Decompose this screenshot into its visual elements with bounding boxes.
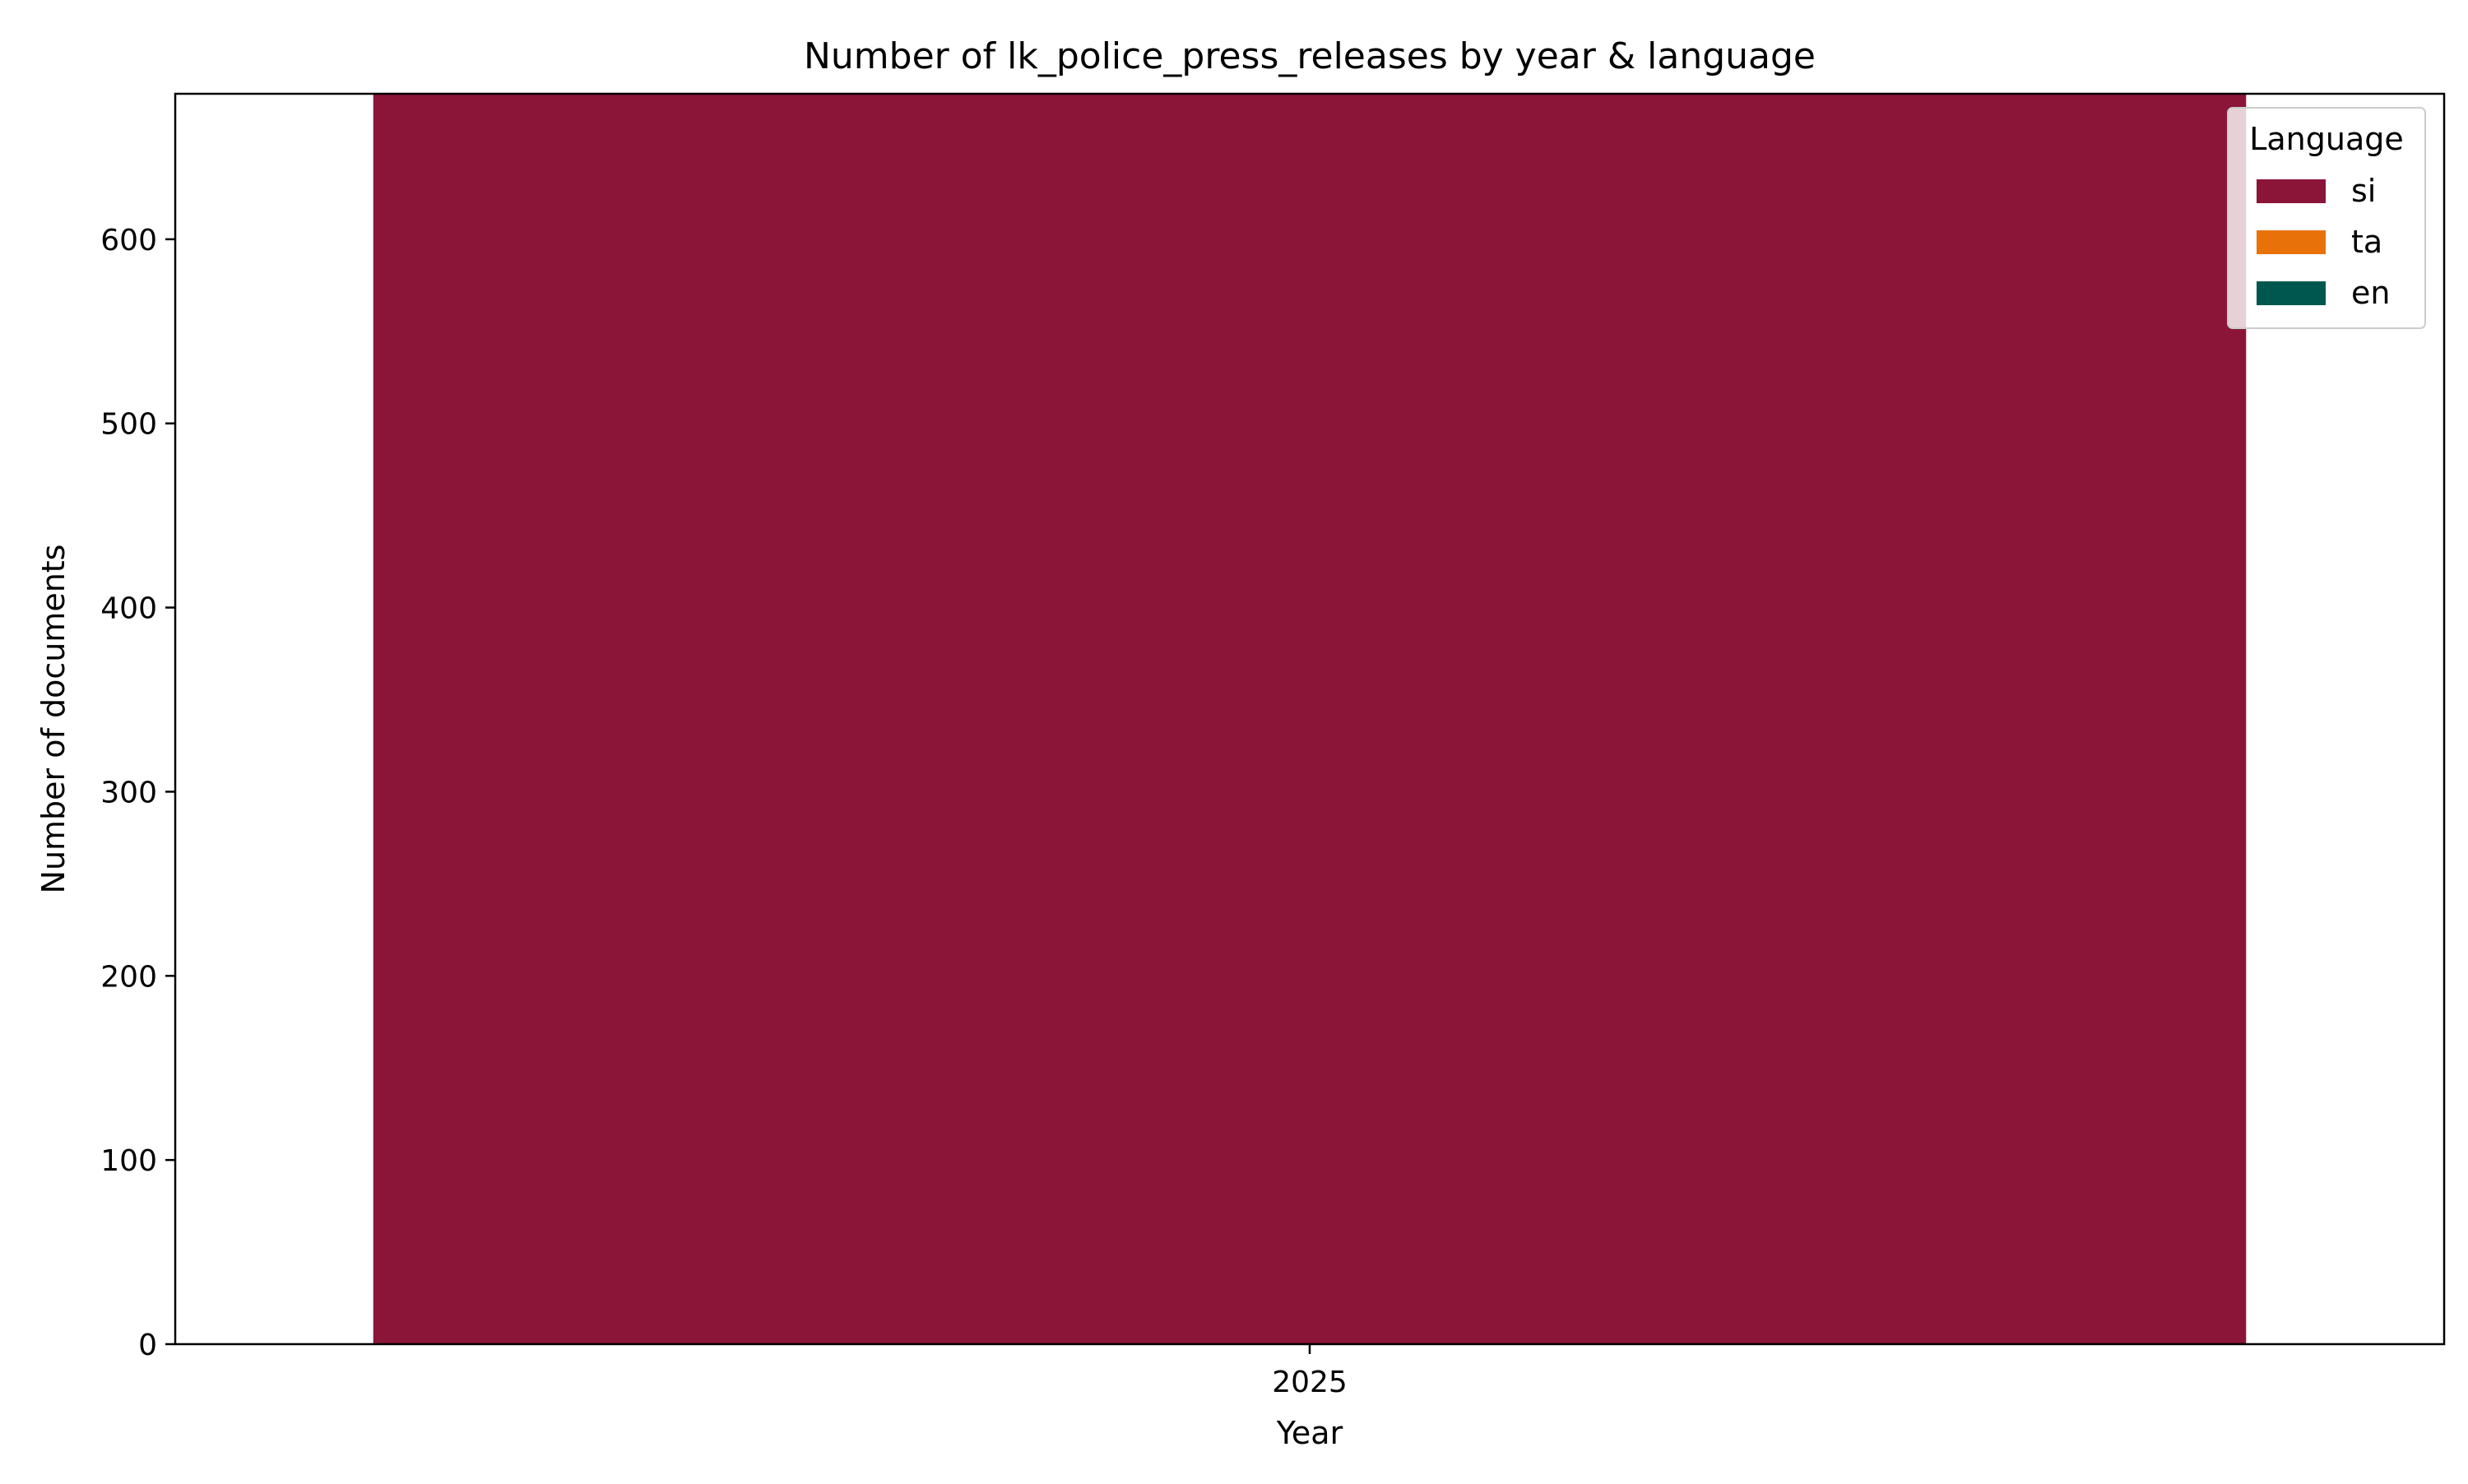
bar-si-2025 — [373, 94, 2247, 1344]
y-tick-label-600: 600 — [100, 224, 157, 257]
legend-items: si ta en — [2257, 173, 2390, 311]
x-axis-label: Year — [1276, 1415, 1343, 1451]
bars-layer — [373, 94, 2247, 1344]
y-axis-label: Number of documents — [35, 545, 72, 894]
y-tick-label-500: 500 — [100, 408, 157, 442]
legend-title: Language — [2249, 121, 2404, 157]
x-tick-label-2025: 2025 — [1272, 1366, 1348, 1399]
legend: Language si ta en — [2227, 107, 2426, 329]
legend-label-en: en — [2351, 275, 2390, 311]
legend-swatch-en — [2257, 281, 2326, 305]
legend-frame — [2227, 107, 2426, 329]
y-axis: 0 100 200 300 400 500 600 — [100, 224, 175, 1362]
y-tick-label-400: 400 — [100, 592, 157, 626]
legend-swatch-ta — [2257, 230, 2326, 254]
x-axis: 2025 — [1272, 1344, 1348, 1399]
y-tick-label-0: 0 — [138, 1329, 157, 1362]
legend-label-ta: ta — [2351, 224, 2382, 260]
y-tick-label-200: 200 — [100, 960, 157, 994]
chart-title: Number of lk_police_press_releases by ye… — [804, 35, 1816, 77]
legend-label-si: si — [2351, 173, 2376, 209]
y-tick-label-300: 300 — [100, 776, 157, 809]
y-tick-label-100: 100 — [100, 1144, 157, 1178]
legend-swatch-si — [2257, 179, 2326, 203]
